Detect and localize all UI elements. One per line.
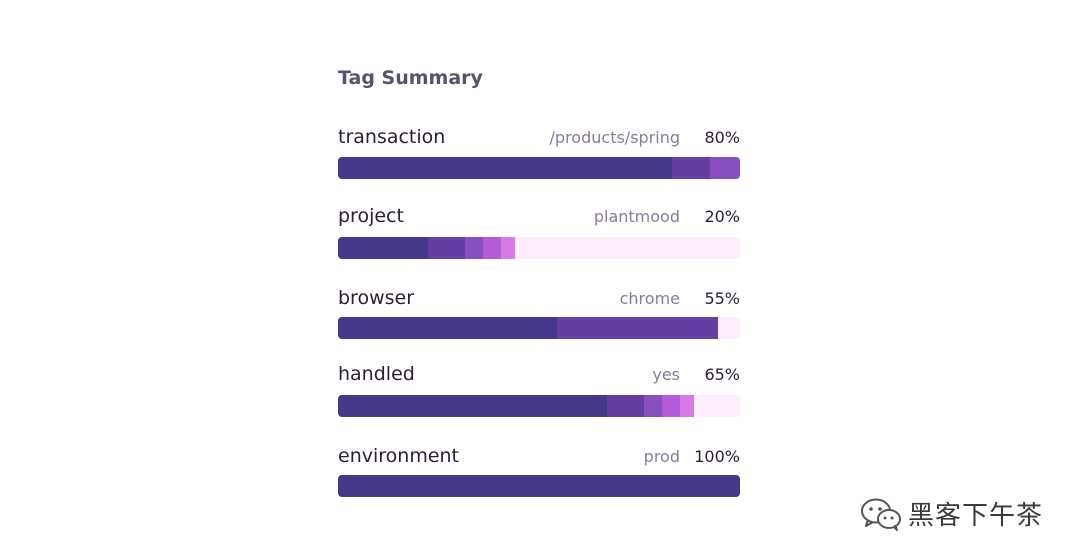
bar-segment[interactable] [661, 395, 680, 417]
tag-percent: 100% [694, 447, 740, 466]
bar-segment[interactable] [679, 395, 695, 417]
bar-segment[interactable] [338, 395, 608, 417]
bar-segment[interactable] [709, 157, 740, 179]
tag-row-environment[interactable]: environment prod 100% [338, 441, 740, 497]
tag-distribution-bar[interactable] [338, 395, 740, 417]
tag-key: transaction [338, 126, 446, 148]
watermark: 黑客下午茶 [860, 495, 1043, 532]
tag-row-transaction[interactable]: transaction /products/spring 80% [338, 122, 740, 179]
tag-key: browser [338, 287, 415, 309]
bar-segment[interactable] [500, 237, 516, 259]
panel-title: Tag Summary [338, 67, 483, 89]
wechat-icon [861, 498, 901, 531]
tag-percent: 65% [704, 365, 740, 384]
bar-segment[interactable] [482, 237, 501, 259]
tag-top-value: yes [652, 365, 680, 384]
tag-distribution-bar[interactable] [338, 157, 740, 179]
tag-header: environment prod 100% [338, 441, 740, 471]
bar-segment[interactable] [557, 317, 718, 339]
tag-distribution-bar[interactable] [338, 237, 740, 259]
tag-percent: 80% [704, 128, 740, 147]
tag-percent: 20% [704, 207, 740, 226]
bar-segment[interactable] [338, 237, 429, 259]
bar-segment[interactable] [338, 475, 740, 497]
tag-row-project[interactable]: project plantmood 20% [338, 201, 740, 259]
tag-key: handled [338, 363, 415, 385]
tag-key: environment [338, 445, 460, 467]
tag-header: handled yes 65% [338, 359, 740, 389]
tag-top-value: prod [643, 447, 680, 466]
bar-segment[interactable] [671, 157, 710, 179]
tag-header: project plantmood 20% [338, 201, 740, 231]
tag-header: transaction /products/spring 80% [338, 122, 740, 152]
tag-top-value: chrome [619, 289, 680, 308]
bar-segment[interactable] [428, 237, 465, 259]
tag-distribution-bar[interactable] [338, 317, 740, 339]
tag-row-handled[interactable]: handled yes 65% [338, 359, 740, 417]
bar-segment[interactable] [464, 237, 483, 259]
bar-segment[interactable] [338, 317, 558, 339]
tag-header: browser chrome 55% [338, 283, 740, 313]
tag-top-value: plantmood [593, 207, 680, 226]
watermark-text: 黑客下午茶 [908, 501, 1044, 531]
bar-segment[interactable] [643, 395, 662, 417]
bar-segment[interactable] [607, 395, 644, 417]
tag-percent: 55% [704, 289, 740, 308]
tag-top-value: /products/spring [549, 128, 680, 147]
bar-segment[interactable] [338, 157, 672, 179]
tag-distribution-bar[interactable] [338, 475, 740, 497]
tag-row-browser[interactable]: browser chrome 55% [338, 283, 740, 339]
tag-key: project [338, 205, 404, 227]
